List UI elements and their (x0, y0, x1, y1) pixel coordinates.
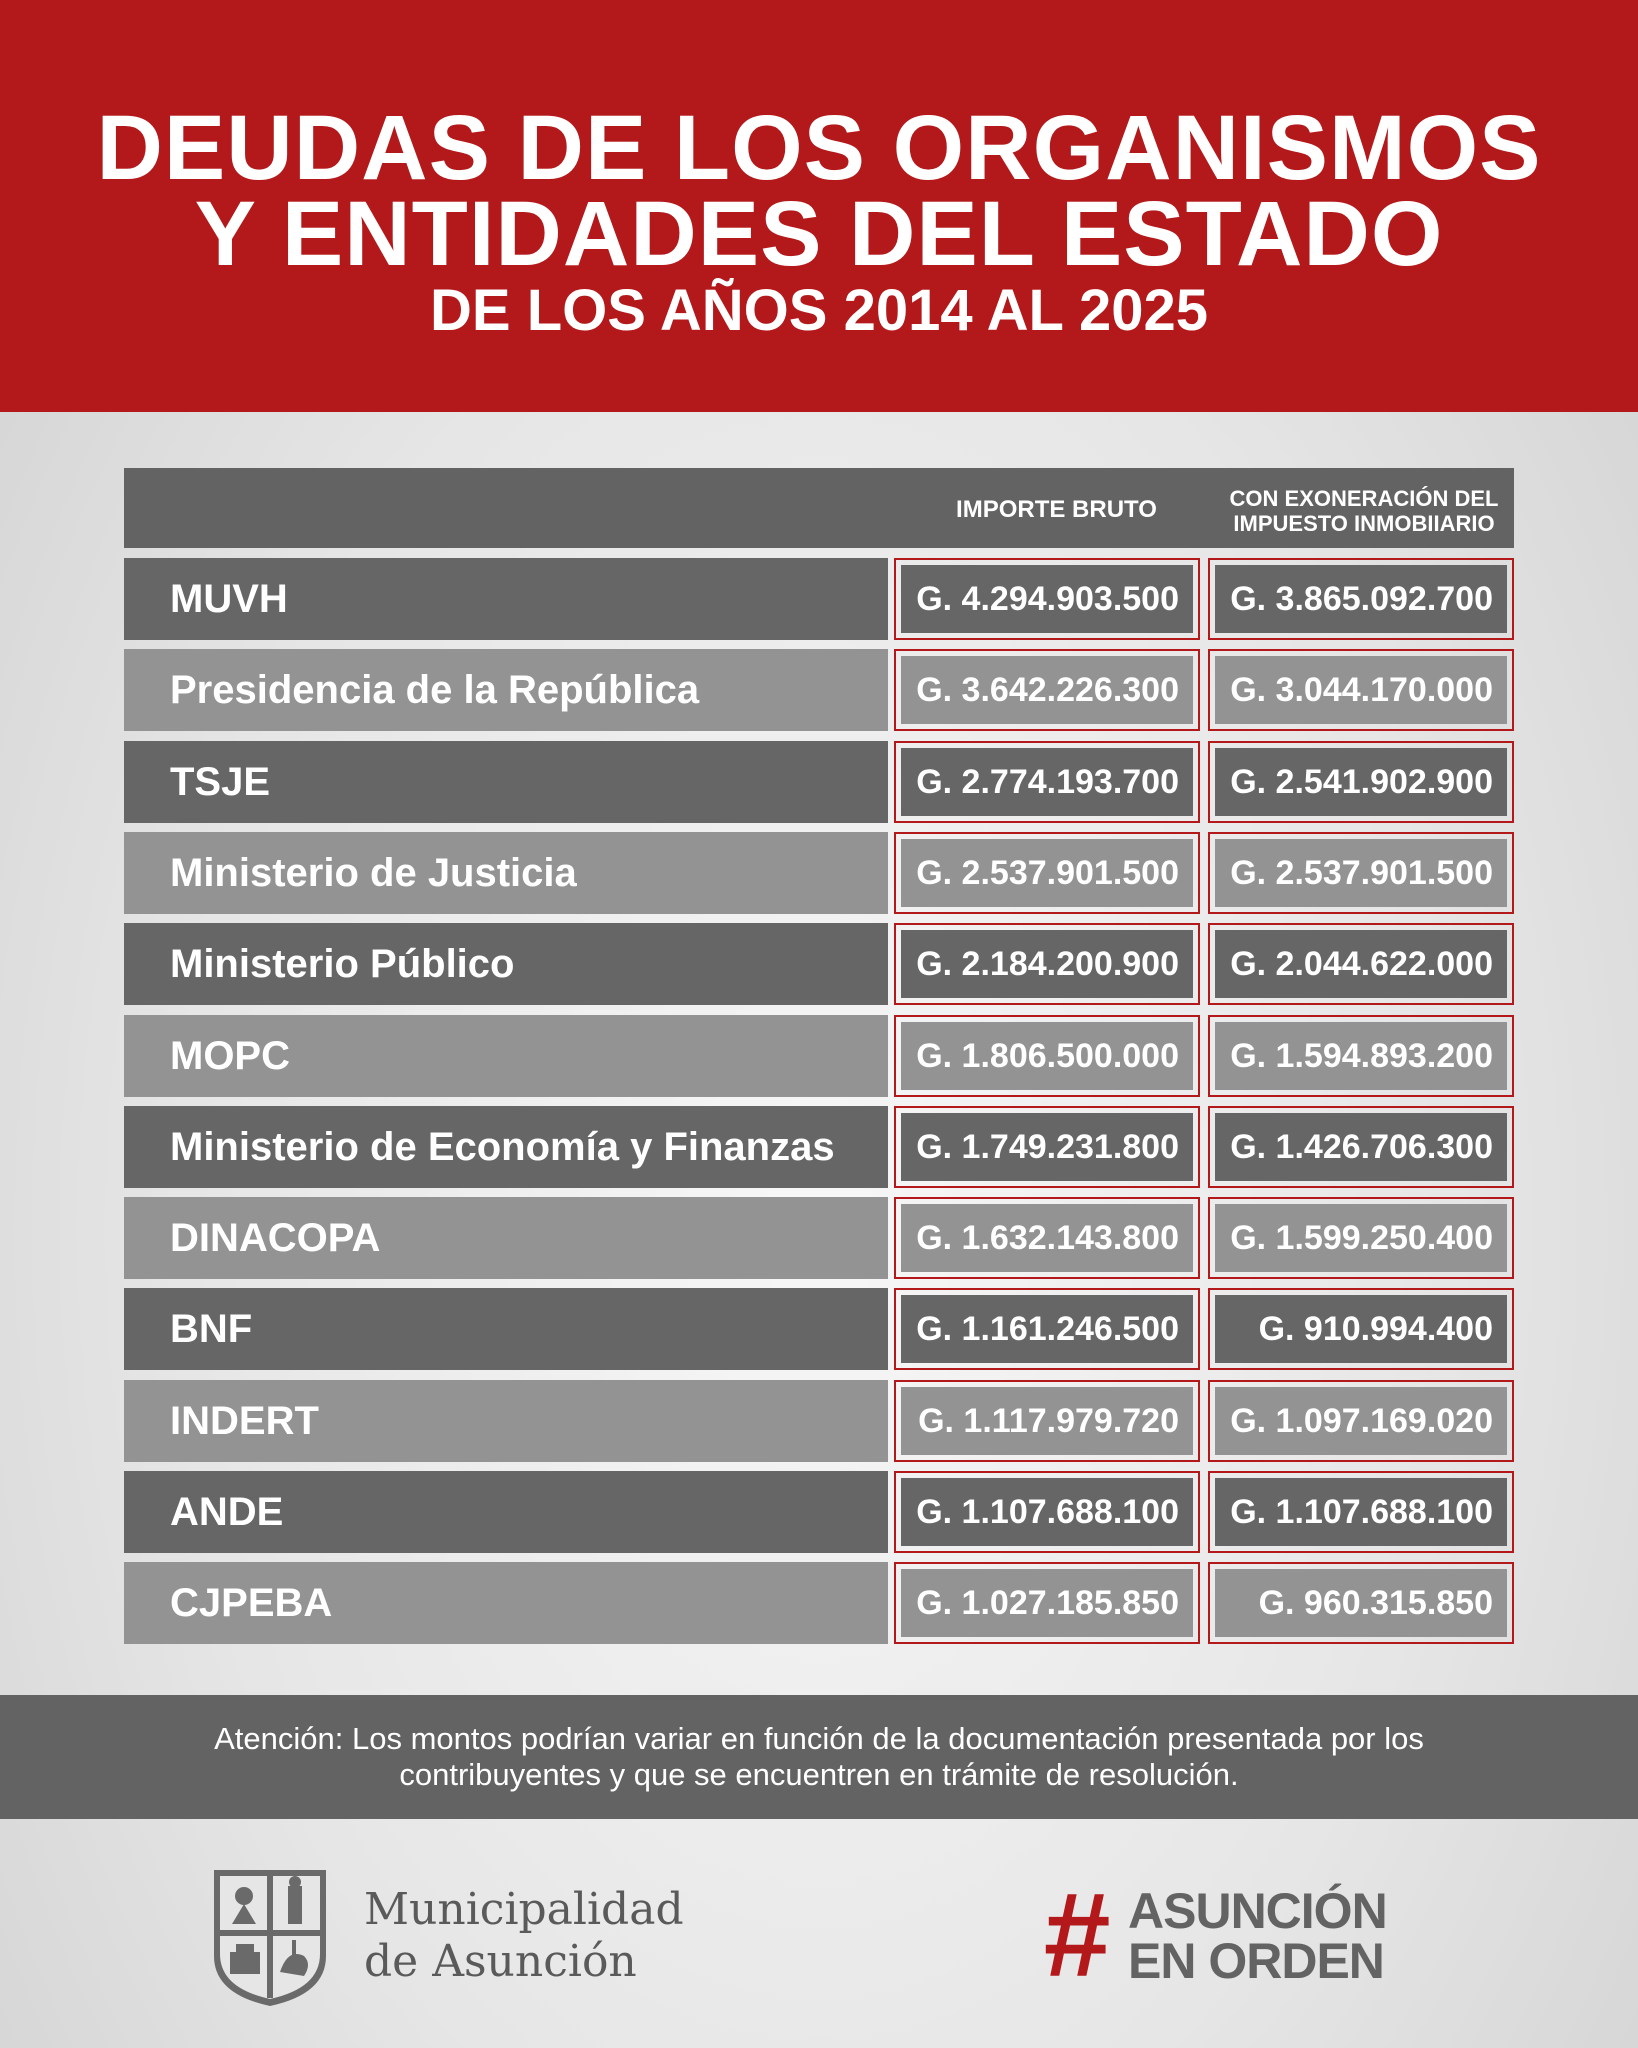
cell-importe-bruto: G. 1.161.246.500 (894, 1288, 1200, 1370)
con-exoneracion-value: G. 1.107.688.100 (1215, 1478, 1507, 1546)
cell-con-exoneracion: G. 2.537.901.500 (1208, 832, 1514, 914)
row-entity-name: ANDE (124, 1471, 888, 1553)
table-row: ANDE G. 1.107.688.100 G. 1.107.688.100 (124, 1471, 1514, 1553)
table-row: Ministerio de Justicia G. 2.537.901.500 G.… (124, 832, 1514, 914)
row-entity-name: BNF (124, 1288, 888, 1370)
hashtag-logo: # ASUNCIÓN EN ORDEN (1042, 1868, 1442, 2002)
table-row: DINACOPA G. 1.632.143.800 G. 1.599.250.400 (124, 1197, 1514, 1279)
importe-bruto-value: G. 1.161.246.500 (901, 1295, 1193, 1363)
cell-importe-bruto: G. 1.749.231.800 (894, 1106, 1200, 1188)
cell-con-exoneracion: G. 2.541.902.900 (1208, 741, 1514, 823)
header-banner: DEUDAS DE LOS ORGANISMOS Y ENTIDADES DEL… (0, 0, 1638, 412)
cell-importe-bruto: G. 1.107.688.100 (894, 1471, 1200, 1553)
table-row: Presidencia de la República G. 3.642.226.… (124, 649, 1514, 731)
importe-bruto-value: G. 1.117.979.720 (901, 1387, 1193, 1455)
cell-importe-bruto: G. 1.632.143.800 (894, 1197, 1200, 1279)
con-exoneracion-value: G. 910.994.400 (1215, 1295, 1507, 1363)
hashtag-line1: ASUNCIÓN (1128, 1883, 1388, 1939)
city-coat-of-arms-icon (214, 1870, 326, 2006)
cell-con-exoneracion: G. 1.097.169.020 (1208, 1380, 1514, 1462)
table-header: IMPORTE BRUTO CON EXONERACIÓN DEL IMPUES… (124, 468, 1514, 548)
row-entity-name: Ministerio Público (124, 923, 888, 1005)
row-entity-name: TSJE (124, 741, 888, 823)
table-row: TSJE G. 2.774.193.700 G. 2.541.902.900 (124, 741, 1514, 823)
importe-bruto-value: G. 4.294.903.500 (901, 565, 1193, 633)
row-entity-name: CJPEBA (124, 1562, 888, 1644)
hashtag-symbol: # (1042, 1868, 1109, 2002)
table-row: MOPC G. 1.806.500.000 G. 1.594.893.200 (124, 1015, 1514, 1097)
con-exoneracion-value: G. 2.541.902.900 (1215, 748, 1507, 816)
importe-bruto-value: G. 1.107.688.100 (901, 1478, 1193, 1546)
cell-con-exoneracion: G. 960.315.850 (1208, 1562, 1514, 1644)
con-exoneracion-value: G. 3.044.170.000 (1215, 656, 1507, 724)
notice-line1: Atención: Los montos podrían variar en f… (214, 1721, 1424, 1756)
row-entity-name: Ministerio de Justicia (124, 832, 888, 914)
row-entity-name: INDERT (124, 1380, 888, 1462)
table-row: CJPEBA G. 1.027.185.850 G. 960.315.850 (124, 1562, 1514, 1644)
table-row: BNF G. 1.161.246.500 G. 910.994.400 (124, 1288, 1514, 1370)
cell-importe-bruto: G. 3.642.226.300 (894, 649, 1200, 731)
cell-con-exoneracion: G. 1.599.250.400 (1208, 1197, 1514, 1279)
page-title-line1: DEUDAS DE LOS ORGANISMOS (96, 97, 1542, 199)
importe-bruto-value: G. 1.749.231.800 (901, 1113, 1193, 1181)
notice-banner: Atención: Los montos podrían variar en f… (0, 1695, 1638, 1819)
cell-con-exoneracion: G. 1.594.893.200 (1208, 1015, 1514, 1097)
cell-importe-bruto: G. 1.117.979.720 (894, 1380, 1200, 1462)
importe-bruto-value: G. 3.642.226.300 (901, 656, 1193, 724)
row-entity-name: Ministerio de Economía y Finanzas (124, 1106, 888, 1188)
con-exoneracion-value: G. 2.537.901.500 (1215, 839, 1507, 907)
hashtag-line2: EN ORDEN (1128, 1933, 1385, 1989)
row-entity-name: Presidencia de la República (124, 649, 888, 731)
table-row: INDERT G. 1.117.979.720 G. 1.097.169.020 (124, 1380, 1514, 1462)
table-row: Ministerio Público G. 2.184.200.900 G. 2.0… (124, 923, 1514, 1005)
cell-importe-bruto: G. 1.027.185.850 (894, 1562, 1200, 1644)
row-entity-name: DINACOPA (124, 1197, 888, 1279)
notice-line2: contribuyentes y que se encuentren en tr… (399, 1757, 1239, 1792)
table-row: MUVH G. 4.294.903.500 G. 3.865.092.700 (124, 558, 1514, 640)
con-exoneracion-value: G. 1.599.250.400 (1215, 1204, 1507, 1272)
municipality-name-line1: Municipalidad (364, 1884, 684, 1935)
row-entity-name: MOPC (124, 1015, 888, 1097)
page-title-line2: Y ENTIDADES DEL ESTADO (194, 183, 1444, 285)
con-exoneracion-value: G. 3.865.092.700 (1215, 565, 1507, 633)
cell-con-exoneracion: G. 910.994.400 (1208, 1288, 1514, 1370)
cell-con-exoneracion: G. 3.044.170.000 (1208, 649, 1514, 731)
con-exoneracion-value: G. 1.097.169.020 (1215, 1387, 1507, 1455)
column-header-bruto: IMPORTE BRUTO (956, 496, 1157, 523)
con-exoneracion-value: G. 960.315.850 (1215, 1569, 1507, 1637)
table-row: Ministerio de Economía y Finanzas G. 1.74… (124, 1106, 1514, 1188)
cell-importe-bruto: G. 2.184.200.900 (894, 923, 1200, 1005)
municipality-name-line2: de Asunción (364, 1936, 637, 1987)
row-entity-name: MUVH (124, 558, 888, 640)
importe-bruto-value: G. 1.027.185.850 (901, 1569, 1193, 1637)
cell-importe-bruto: G. 2.774.193.700 (894, 741, 1200, 823)
cell-importe-bruto: G. 1.806.500.000 (894, 1015, 1200, 1097)
importe-bruto-value: G. 2.184.200.900 (901, 930, 1193, 998)
importe-bruto-value: G. 1.632.143.800 (901, 1204, 1193, 1272)
cell-con-exoneracion: G. 3.865.092.700 (1208, 558, 1514, 640)
page-subtitle: DE LOS AÑOS 2014 AL 2025 (430, 278, 1208, 343)
cell-con-exoneracion: G. 1.107.688.100 (1208, 1471, 1514, 1553)
column-header-exoneracion-line2: IMPUESTO INMOBIIARIO (1233, 511, 1495, 537)
cell-importe-bruto: G. 2.537.901.500 (894, 832, 1200, 914)
con-exoneracion-value: G. 1.426.706.300 (1215, 1113, 1507, 1181)
con-exoneracion-value: G. 1.594.893.200 (1215, 1022, 1507, 1090)
cell-importe-bruto: G. 4.294.903.500 (894, 558, 1200, 640)
column-header-exoneracion-line1: CON EXONERACIÓN DEL (1229, 486, 1499, 511)
importe-bruto-value: G. 1.806.500.000 (901, 1022, 1193, 1090)
cell-con-exoneracion: G. 2.044.622.000 (1208, 923, 1514, 1005)
cell-con-exoneracion: G. 1.426.706.300 (1208, 1106, 1514, 1188)
importe-bruto-value: G. 2.774.193.700 (901, 748, 1193, 816)
column-header-exoneracion: CON EXONERACIÓN DEL IMPUESTO INMOBIIARIO (1214, 486, 1514, 537)
con-exoneracion-value: G. 2.044.622.000 (1215, 930, 1507, 998)
municipality-name: Municipalidad de Asunción (364, 1884, 684, 1988)
importe-bruto-value: G. 2.537.901.500 (901, 839, 1193, 907)
